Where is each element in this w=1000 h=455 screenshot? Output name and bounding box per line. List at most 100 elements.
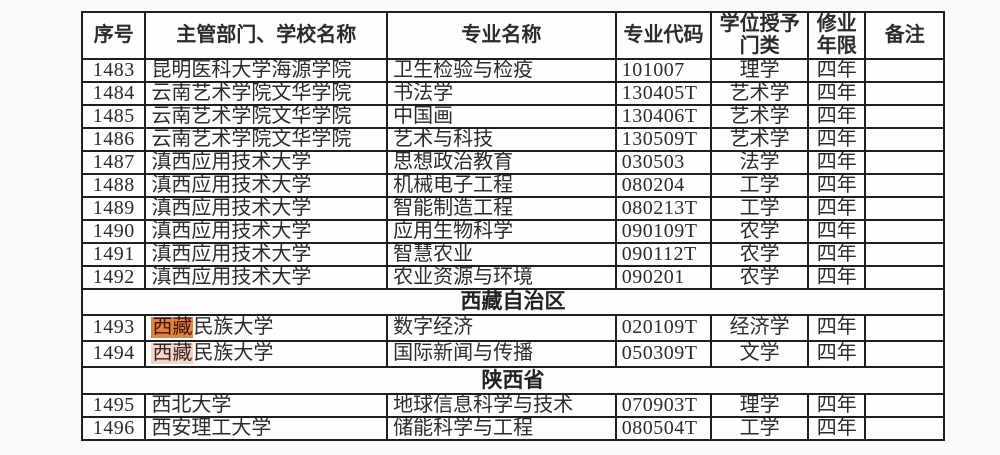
years-cell: 四年 bbox=[807, 415, 867, 441]
school-cell: 西藏民族大学 bbox=[144, 313, 389, 342]
table-row: 1487 滇西应用技术大学 思想政治教育 030503 法学 四年 bbox=[80, 149, 945, 175]
major-cell: 国际新闻与传播 bbox=[386, 339, 617, 368]
header-years: 修业 年限 bbox=[807, 11, 867, 60]
major-cell: 机械电子工程 bbox=[386, 172, 617, 198]
years-cell: 四年 bbox=[807, 149, 867, 175]
table-row: 1488 滇西应用技术大学 机械电子工程 080204 工学 四年 bbox=[80, 172, 945, 198]
seq-cell: 1485 bbox=[80, 103, 147, 129]
years-cell: 四年 bbox=[807, 218, 867, 244]
table-row: 1491 滇西应用技术大学 智慧农业 090112T 农学 四年 bbox=[80, 241, 945, 267]
search-highlight-current: 西藏 bbox=[151, 316, 194, 339]
school-cell: 滇西应用技术大学 bbox=[144, 264, 389, 290]
table-row: 1495 西北大学 地球信息科学与技术 070903T 理学 四年 bbox=[80, 392, 945, 418]
school-cell: 滇西应用技术大学 bbox=[144, 218, 389, 244]
code-cell: 090109T bbox=[614, 218, 713, 244]
table-row: 1486 云南艺术学院文华学院 艺术与科技 130509T 艺术学 四年 bbox=[80, 126, 945, 152]
years-cell: 四年 bbox=[807, 172, 867, 198]
major-cell: 艺术与科技 bbox=[386, 126, 617, 152]
years-cell: 四年 bbox=[807, 313, 867, 342]
major-cell: 书法学 bbox=[386, 80, 617, 106]
note-cell bbox=[864, 241, 945, 267]
seq-cell: 1486 bbox=[80, 126, 147, 152]
years-cell: 四年 bbox=[807, 103, 867, 129]
section-row-shaanxi: 陕西省 bbox=[81, 365, 945, 395]
table-row: 1494 西藏民族大学 国际新闻与传播 050309T 文学 四年 bbox=[80, 339, 945, 368]
degree-cell: 农学 bbox=[710, 264, 810, 290]
school-cell: 云南艺术学院文华学院 bbox=[144, 126, 389, 152]
seq-cell: 1492 bbox=[80, 264, 147, 290]
table-row: 1485 云南艺术学院文华学院 中国画 130406T 艺术学 四年 bbox=[80, 103, 945, 129]
majors-table: 序号 主管部门、学校名称 专业名称 专业代码 学位授予 门类 修业 年限 备注 … bbox=[80, 11, 945, 441]
degree-cell: 艺术学 bbox=[710, 126, 810, 152]
major-cell: 数字经济 bbox=[386, 313, 617, 342]
code-cell: 080213T bbox=[614, 195, 713, 221]
degree-cell: 农学 bbox=[710, 241, 810, 267]
years-cell: 四年 bbox=[807, 241, 867, 267]
search-highlight-match: 西藏 bbox=[151, 342, 194, 365]
major-cell: 智慧农业 bbox=[386, 241, 617, 267]
section-row-xizang: 西藏自治区 bbox=[81, 287, 945, 316]
table-row: 1490 滇西应用技术大学 应用生物科学 090109T 农学 四年 bbox=[80, 218, 945, 244]
table-row: 1493 西藏民族大学 数字经济 020109T 经济学 四年 bbox=[80, 313, 945, 342]
code-cell: 080504T bbox=[614, 415, 713, 441]
code-cell: 130405T bbox=[614, 80, 713, 106]
seq-cell: 1494 bbox=[80, 339, 147, 368]
degree-cell: 文学 bbox=[710, 339, 810, 368]
section-row-label: 陕西省 bbox=[81, 365, 945, 395]
header-row: 序号 主管部门、学校名称 专业名称 专业代码 学位授予 门类 修业 年限 备注 bbox=[80, 11, 945, 60]
document-page: 序号 主管部门、学校名称 专业名称 专业代码 学位授予 门类 修业 年限 备注 … bbox=[80, 11, 945, 441]
school-cell: 滇西应用技术大学 bbox=[144, 195, 389, 221]
school-cell: 滇西应用技术大学 bbox=[144, 149, 389, 175]
note-cell bbox=[864, 57, 945, 83]
seq-cell: 1484 bbox=[80, 80, 147, 106]
degree-cell: 理学 bbox=[710, 57, 810, 83]
code-cell: 090201 bbox=[614, 264, 713, 290]
seq-cell: 1495 bbox=[80, 392, 147, 418]
school-cell: 西北大学 bbox=[144, 392, 389, 418]
code-cell: 130406T bbox=[614, 103, 713, 129]
years-cell: 四年 bbox=[807, 392, 867, 418]
seq-cell: 1489 bbox=[80, 195, 147, 221]
note-cell bbox=[864, 80, 945, 106]
note-cell bbox=[864, 103, 945, 129]
seq-cell: 1487 bbox=[80, 149, 147, 175]
school-cell: 昆明医科大学海源学院 bbox=[144, 57, 389, 83]
table-row: 1492 滇西应用技术大学 农业资源与环境 090201 农学 四年 bbox=[80, 264, 945, 290]
seq-cell: 1483 bbox=[80, 57, 147, 83]
major-cell: 地球信息科学与技术 bbox=[386, 392, 617, 418]
school-cell: 滇西应用技术大学 bbox=[144, 172, 389, 198]
seq-cell: 1493 bbox=[80, 313, 147, 342]
school-name-rest: 民族大学 bbox=[193, 342, 274, 365]
school-name-rest: 民族大学 bbox=[193, 316, 274, 339]
code-cell: 020109T bbox=[614, 313, 713, 342]
major-cell: 应用生物科学 bbox=[386, 218, 617, 244]
degree-cell: 农学 bbox=[710, 218, 810, 244]
header-major: 专业名称 bbox=[386, 11, 617, 60]
years-cell: 四年 bbox=[807, 339, 867, 368]
section-row-label: 西藏自治区 bbox=[81, 287, 945, 316]
note-cell bbox=[864, 149, 945, 175]
degree-cell: 艺术学 bbox=[710, 103, 810, 129]
header-school: 主管部门、学校名称 bbox=[144, 11, 389, 60]
years-cell: 四年 bbox=[807, 57, 867, 83]
major-cell: 卫生检验与检疫 bbox=[386, 57, 617, 83]
school-cell: 云南艺术学院文华学院 bbox=[144, 103, 389, 129]
note-cell bbox=[864, 415, 945, 441]
note-cell bbox=[864, 218, 945, 244]
header-code: 专业代码 bbox=[614, 11, 713, 60]
seq-cell: 1488 bbox=[80, 172, 147, 198]
table-row: 1483 昆明医科大学海源学院 卫生检验与检疫 101007 理学 四年 bbox=[80, 57, 945, 83]
degree-cell: 艺术学 bbox=[710, 80, 810, 106]
code-cell: 050309T bbox=[614, 339, 713, 368]
school-cell: 云南艺术学院文华学院 bbox=[144, 80, 389, 106]
major-cell: 储能科学与工程 bbox=[386, 415, 617, 441]
school-cell: 滇西应用技术大学 bbox=[144, 241, 389, 267]
major-cell: 中国画 bbox=[386, 103, 617, 129]
degree-cell: 工学 bbox=[710, 415, 810, 441]
note-cell bbox=[864, 339, 945, 368]
table-row: 1489 滇西应用技术大学 智能制造工程 080213T 工学 四年 bbox=[80, 195, 945, 221]
seq-cell: 1496 bbox=[80, 415, 147, 441]
degree-cell: 经济学 bbox=[710, 313, 810, 342]
note-cell bbox=[864, 195, 945, 221]
code-cell: 080204 bbox=[614, 172, 713, 198]
